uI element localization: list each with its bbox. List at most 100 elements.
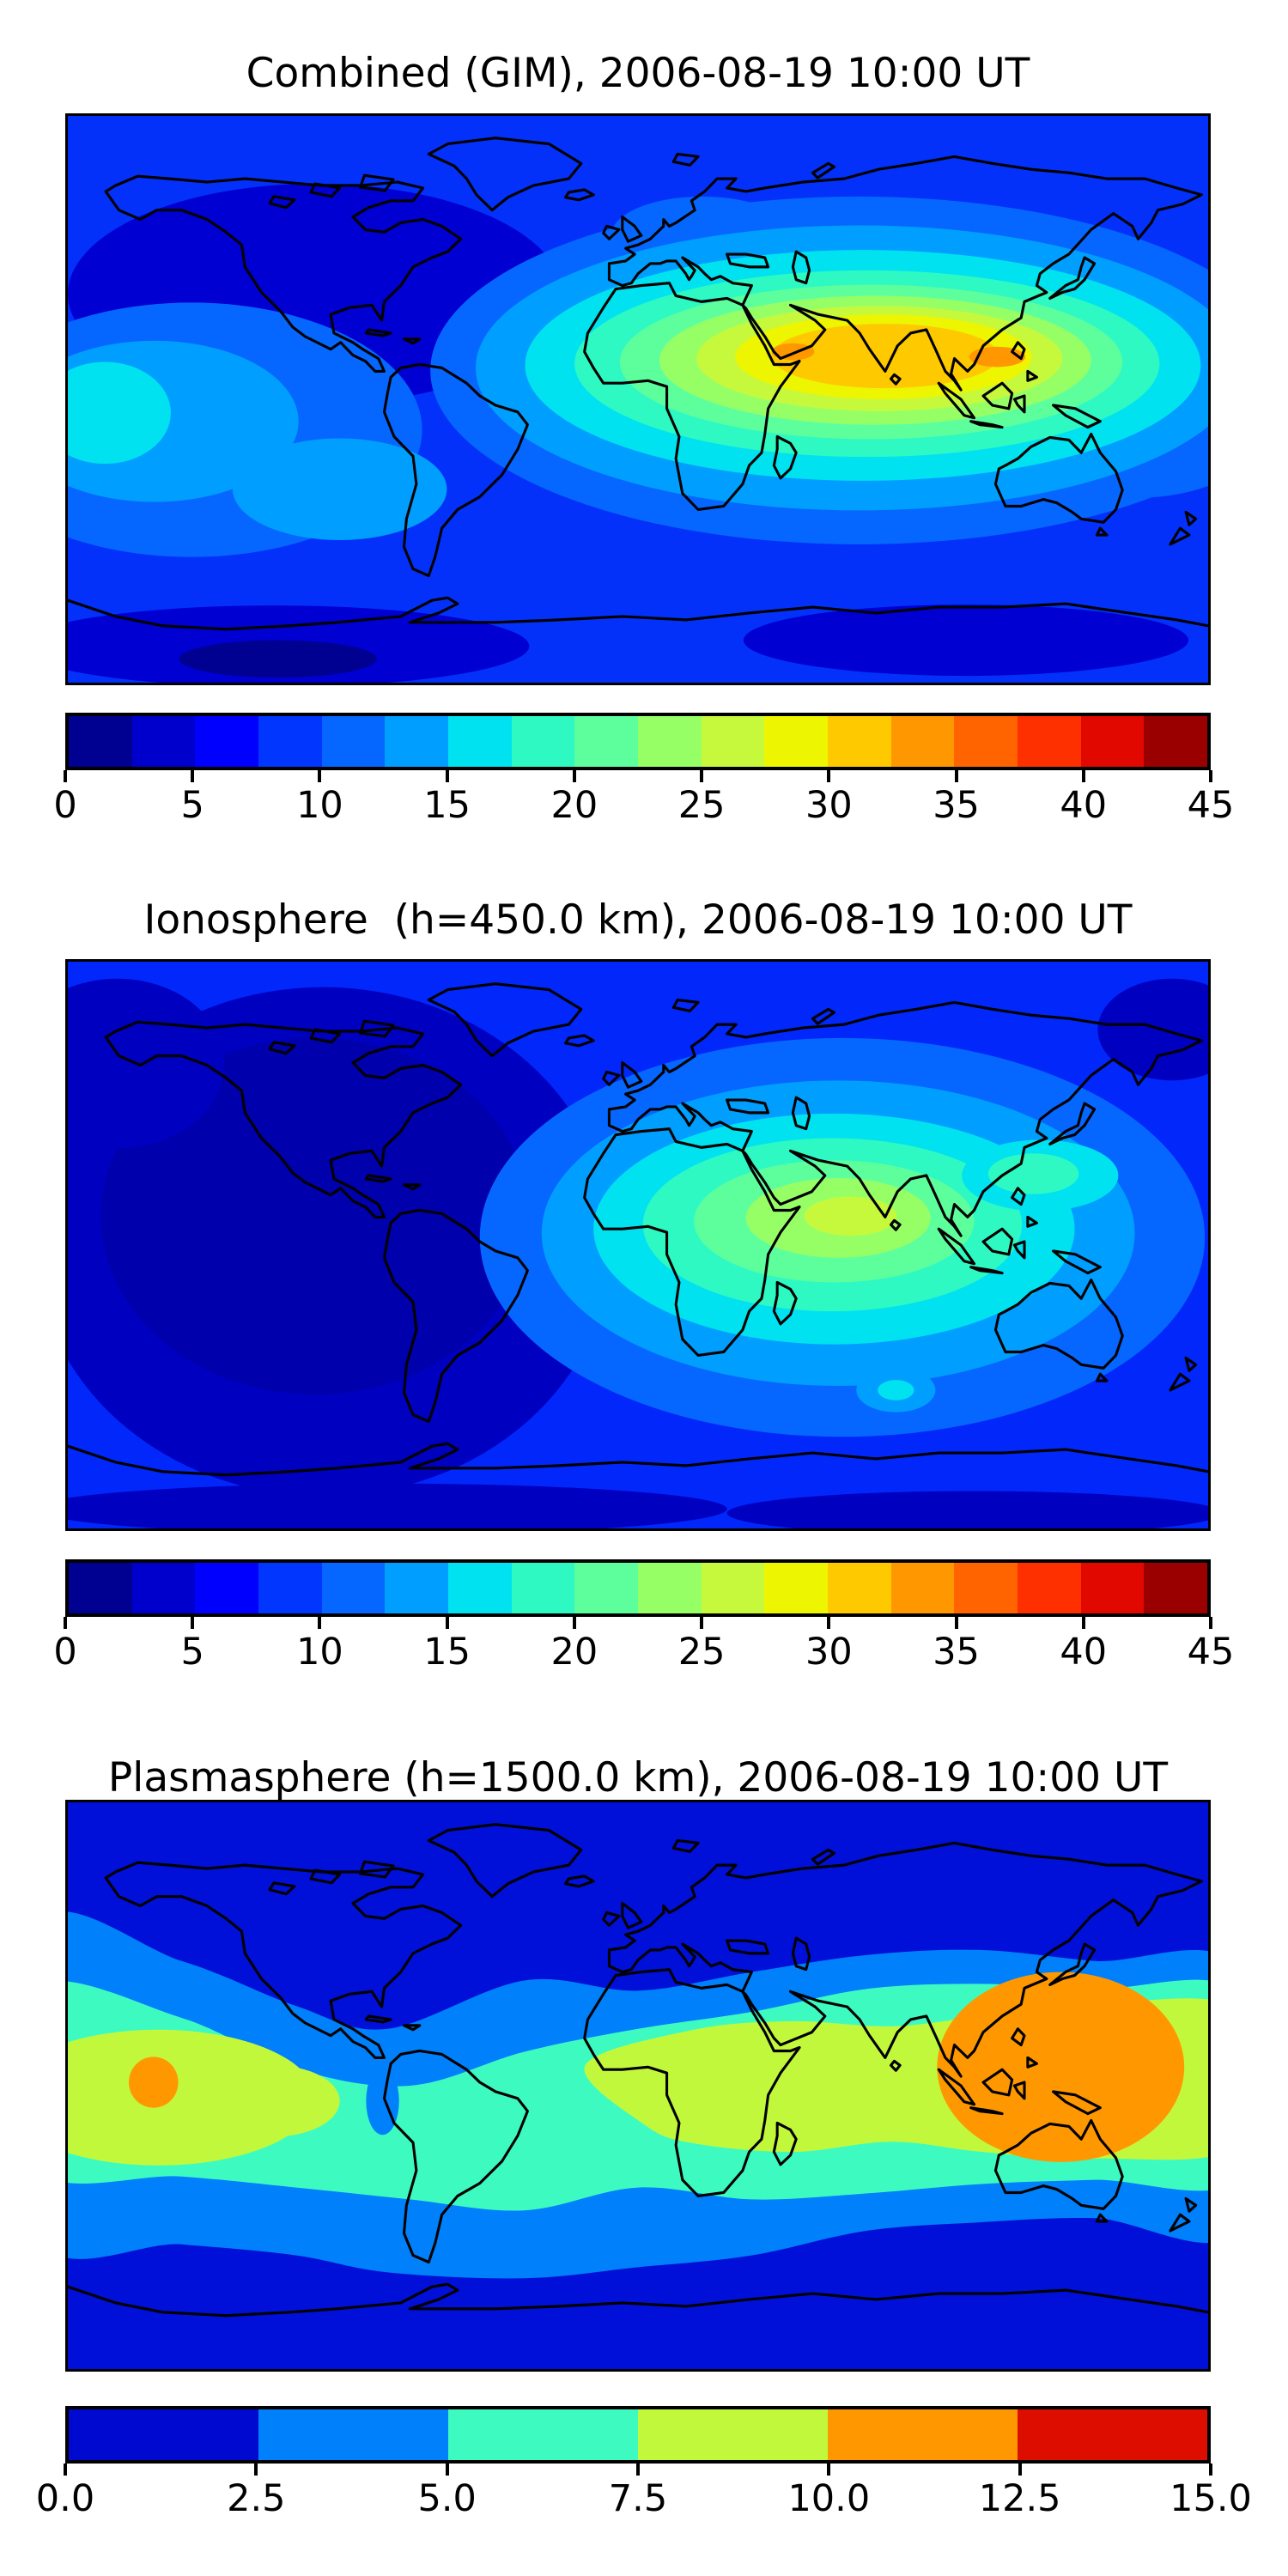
colorbar-tick-label: 0 <box>53 1631 77 1674</box>
colorbar-tick-mark <box>64 770 67 782</box>
colorbar-tick-label: 2.5 <box>227 2477 286 2520</box>
contour-region <box>129 2057 179 2108</box>
colorbar-tick-label: 25 <box>677 784 726 827</box>
contour-region <box>68 1483 727 1528</box>
colorbar-tick-label: 10 <box>296 1631 343 1674</box>
colorbar-band <box>1144 1563 1208 1613</box>
colorbar-band <box>638 1563 702 1613</box>
contour-region <box>726 1491 1208 1528</box>
colorbar-band <box>701 716 765 767</box>
colorbar-band <box>385 716 449 767</box>
colorbar-tick-mark <box>1081 770 1085 782</box>
colorbar-tick-mark <box>700 1617 704 1629</box>
colorbar-tick-label: 10.0 <box>787 2477 871 2520</box>
colorbar-band <box>69 2409 258 2460</box>
panel3-map <box>65 1800 1211 2372</box>
colorbar-tick-label: 5.0 <box>417 2477 477 2520</box>
panel2-colorbar-ticks: 0 5 10 15 20 25 30 35 40 45 <box>53 1617 1234 1686</box>
contour-region <box>743 605 1188 677</box>
colorbar-band <box>890 1563 955 1613</box>
colorbar-tick-mark <box>954 770 958 782</box>
colorbar-band <box>828 716 891 767</box>
colorbar-band <box>890 716 955 767</box>
contour-region <box>987 1153 1079 1194</box>
contour-region <box>232 438 447 541</box>
colorbar-tick-label: 0.0 <box>35 2477 95 2520</box>
colorbar-band <box>195 716 259 767</box>
colorbar-band <box>1080 716 1145 767</box>
contour-region <box>68 361 171 465</box>
colorbar-band <box>448 1563 512 1613</box>
panel1-colorbar <box>65 713 1211 770</box>
colorbar-band <box>764 1563 829 1613</box>
contour-region <box>208 2065 340 2137</box>
colorbar-band <box>954 716 1018 767</box>
panel2-colorbar <box>65 1559 1211 1617</box>
colorbar-band <box>321 716 386 767</box>
colorbar-tick-label: 0 <box>53 784 77 827</box>
colorbar-tick-mark <box>700 770 704 782</box>
colorbar-band <box>131 1563 196 1613</box>
panel2-contour-field <box>68 962 1208 1528</box>
colorbar-tick-label: 45 <box>1187 1631 1235 1674</box>
colorbar-tick-mark <box>954 1617 958 1629</box>
colorbar-tick-label: 40 <box>1060 784 1108 827</box>
colorbar-tick-mark <box>1018 2464 1022 2476</box>
colorbar-tick-label: 40 <box>1060 1631 1108 1674</box>
colorbar-band <box>954 1563 1018 1613</box>
colorbar-tick-mark <box>64 2464 67 2476</box>
contour-region <box>771 343 815 361</box>
colorbar-tick-mark <box>1081 1617 1085 1629</box>
colorbar-tick-mark <box>572 770 576 782</box>
panel3-colorbar-ticks: 0.0 2.5 5.0 7.5 10.0 12.5 15.0 <box>36 2464 1252 2532</box>
colorbar-tick-label: 7.5 <box>608 2477 668 2520</box>
panel3-title: Plasmasphere (h=1500.0 km), 2006-08-19 1… <box>107 1754 1169 1801</box>
colorbar-band <box>385 1563 449 1613</box>
colorbar-tick-mark <box>827 1617 831 1629</box>
colorbar-tick-mark <box>1209 770 1212 782</box>
panel1-title: Combined (GIM), 2006-08-19 10:00 UT <box>246 50 1030 97</box>
colorbar-tick-mark <box>1209 1617 1212 1629</box>
colorbar-tick-label: 15 <box>423 1631 471 1674</box>
colorbar-tick-mark <box>318 1617 322 1629</box>
colorbar-tick-label: 12.5 <box>978 2477 1061 2520</box>
colorbar-tick-label: 35 <box>933 1631 980 1674</box>
colorbar-tick-label: 30 <box>805 1631 853 1674</box>
colorbar-tick-label: 15.0 <box>1170 2477 1252 2520</box>
colorbar-band <box>1018 1563 1081 1613</box>
contour-region <box>100 1037 530 1394</box>
colorbar-tick-label: 30 <box>805 784 853 827</box>
colorbar-band <box>1018 2409 1207 2460</box>
colorbar-tick-label: 45 <box>1187 784 1235 827</box>
contour-region <box>878 1380 914 1400</box>
contour-region <box>179 640 377 678</box>
colorbar-tick-mark <box>254 2464 258 2476</box>
colorbar-tick-label: 10 <box>296 784 343 827</box>
colorbar-tick-mark <box>1209 2464 1212 2476</box>
colorbar-band <box>69 1563 132 1613</box>
colorbar-tick-mark <box>318 770 322 782</box>
colorbar-band <box>638 716 702 767</box>
colorbar-band <box>69 716 132 767</box>
colorbar-tick-label: 20 <box>550 784 598 827</box>
colorbar-tick-label: 35 <box>933 784 980 827</box>
colorbar-tick-mark <box>572 1617 576 1629</box>
panel1-map <box>65 113 1211 685</box>
colorbar-tick-label: 5 <box>180 784 204 827</box>
contour-region <box>937 1971 1185 2162</box>
colorbar-band <box>258 716 322 767</box>
colorbar-band <box>511 1563 575 1613</box>
colorbar-band <box>511 716 575 767</box>
colorbar-band <box>764 716 829 767</box>
colorbar-band <box>258 2409 448 2460</box>
contour-region <box>771 324 999 389</box>
colorbar-band <box>258 1563 322 1613</box>
colorbar-tick-mark <box>827 770 831 782</box>
contour-region <box>68 978 225 1149</box>
colorbar-tick-label: 15 <box>423 784 471 827</box>
colorbar-band <box>701 1563 765 1613</box>
colorbar-tick-mark <box>445 770 449 782</box>
colorbar-band <box>638 2409 828 2460</box>
colorbar-tick-mark <box>191 770 195 782</box>
